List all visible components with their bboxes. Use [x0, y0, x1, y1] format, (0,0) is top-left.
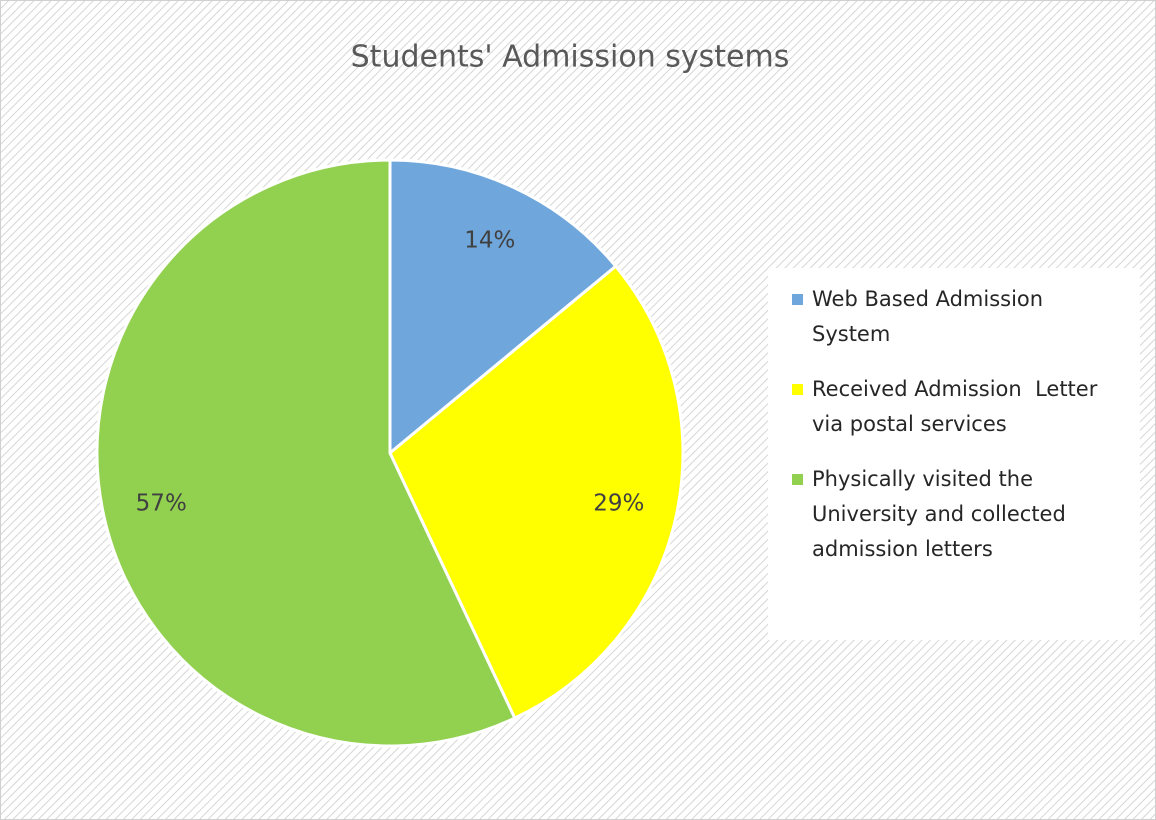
- pie-slice: [95, 158, 517, 748]
- pie: 14% 29% 57%: [95, 158, 685, 748]
- data-label: 29%: [593, 491, 644, 517]
- legend-item: Physically visited the University and co…: [792, 462, 1130, 567]
- legend-swatch: [792, 294, 803, 305]
- legend: Web Based Admission System Received Admis…: [768, 268, 1140, 640]
- legend-item: Web Based Admission System: [792, 282, 1130, 352]
- data-label: 57%: [136, 491, 187, 517]
- legend-item: Received Admission Letter via postal ser…: [792, 372, 1130, 442]
- legend-swatch: [792, 474, 803, 485]
- legend-swatch: [792, 384, 803, 395]
- legend-label: Web Based Admission System: [812, 287, 1050, 346]
- data-label: 14%: [464, 227, 515, 253]
- legend-label: Physically visited the University and co…: [812, 467, 1073, 561]
- legend-label: Received Admission Letter via postal ser…: [812, 377, 1105, 436]
- chart-title: Students' Admission systems: [351, 40, 790, 75]
- pie-slice: [388, 158, 618, 457]
